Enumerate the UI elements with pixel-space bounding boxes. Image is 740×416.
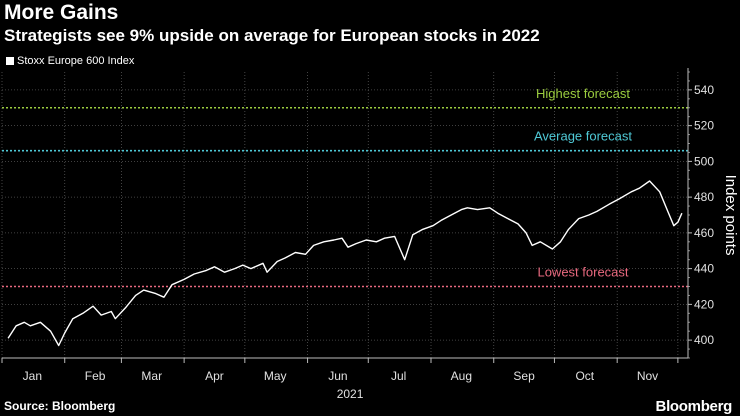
x-tick-label: Mar bbox=[141, 369, 162, 383]
grid bbox=[1, 72, 688, 358]
x-tick-label: Nov bbox=[637, 369, 658, 383]
x-tick-label: Jan bbox=[23, 369, 42, 383]
lowest-forecast-label: Lowest forecast bbox=[537, 265, 628, 280]
bloomberg-logo: Bloomberg bbox=[655, 398, 733, 415]
x-axis-label: 2021 bbox=[337, 387, 364, 401]
source-note: Source: Bloomberg bbox=[4, 399, 116, 413]
chart-title: More Gains bbox=[4, 1, 119, 24]
legend-label: Stoxx Europe 600 Index bbox=[17, 55, 135, 67]
x-tick-label: Aug bbox=[451, 369, 472, 383]
y-tick-label: 440 bbox=[694, 262, 714, 276]
y-axis-label: Index points bbox=[722, 175, 739, 256]
x-tick-label: Sep bbox=[513, 369, 535, 383]
axes: 400 420 440 460 480 500 520 540 Jan Feb Mar Apr May J… bbox=[1, 68, 739, 401]
average-forecast-label: Average forecast bbox=[534, 129, 632, 144]
x-tick-label: Jul bbox=[391, 369, 406, 383]
x-tick-label: Jun bbox=[328, 369, 347, 383]
y-tick-label: 540 bbox=[694, 83, 714, 97]
y-tick-label: 400 bbox=[694, 333, 714, 347]
series-line bbox=[7, 180, 683, 347]
legend-swatch-icon bbox=[6, 57, 14, 65]
legend: Stoxx Europe 600 Index bbox=[6, 55, 134, 67]
y-tick-label: 500 bbox=[694, 154, 714, 168]
y-tick-label: 460 bbox=[694, 226, 714, 240]
x-tick-label: May bbox=[264, 369, 287, 383]
y-tick-label: 480 bbox=[694, 190, 714, 204]
reference-lines: Highest forecast Average forecast Lowest f… bbox=[2, 86, 688, 288]
chart-subtitle: Strategists see 9% upside on average for… bbox=[4, 26, 540, 45]
series-layer bbox=[7, 180, 683, 347]
y-tick-label: 520 bbox=[694, 119, 714, 133]
x-tick-label: Apr bbox=[205, 369, 224, 383]
highest-forecast-label: Highest forecast bbox=[536, 86, 630, 101]
x-tick-label: Oct bbox=[575, 369, 594, 383]
y-tick-label: 420 bbox=[694, 297, 714, 311]
x-tick-label: Feb bbox=[85, 369, 106, 383]
